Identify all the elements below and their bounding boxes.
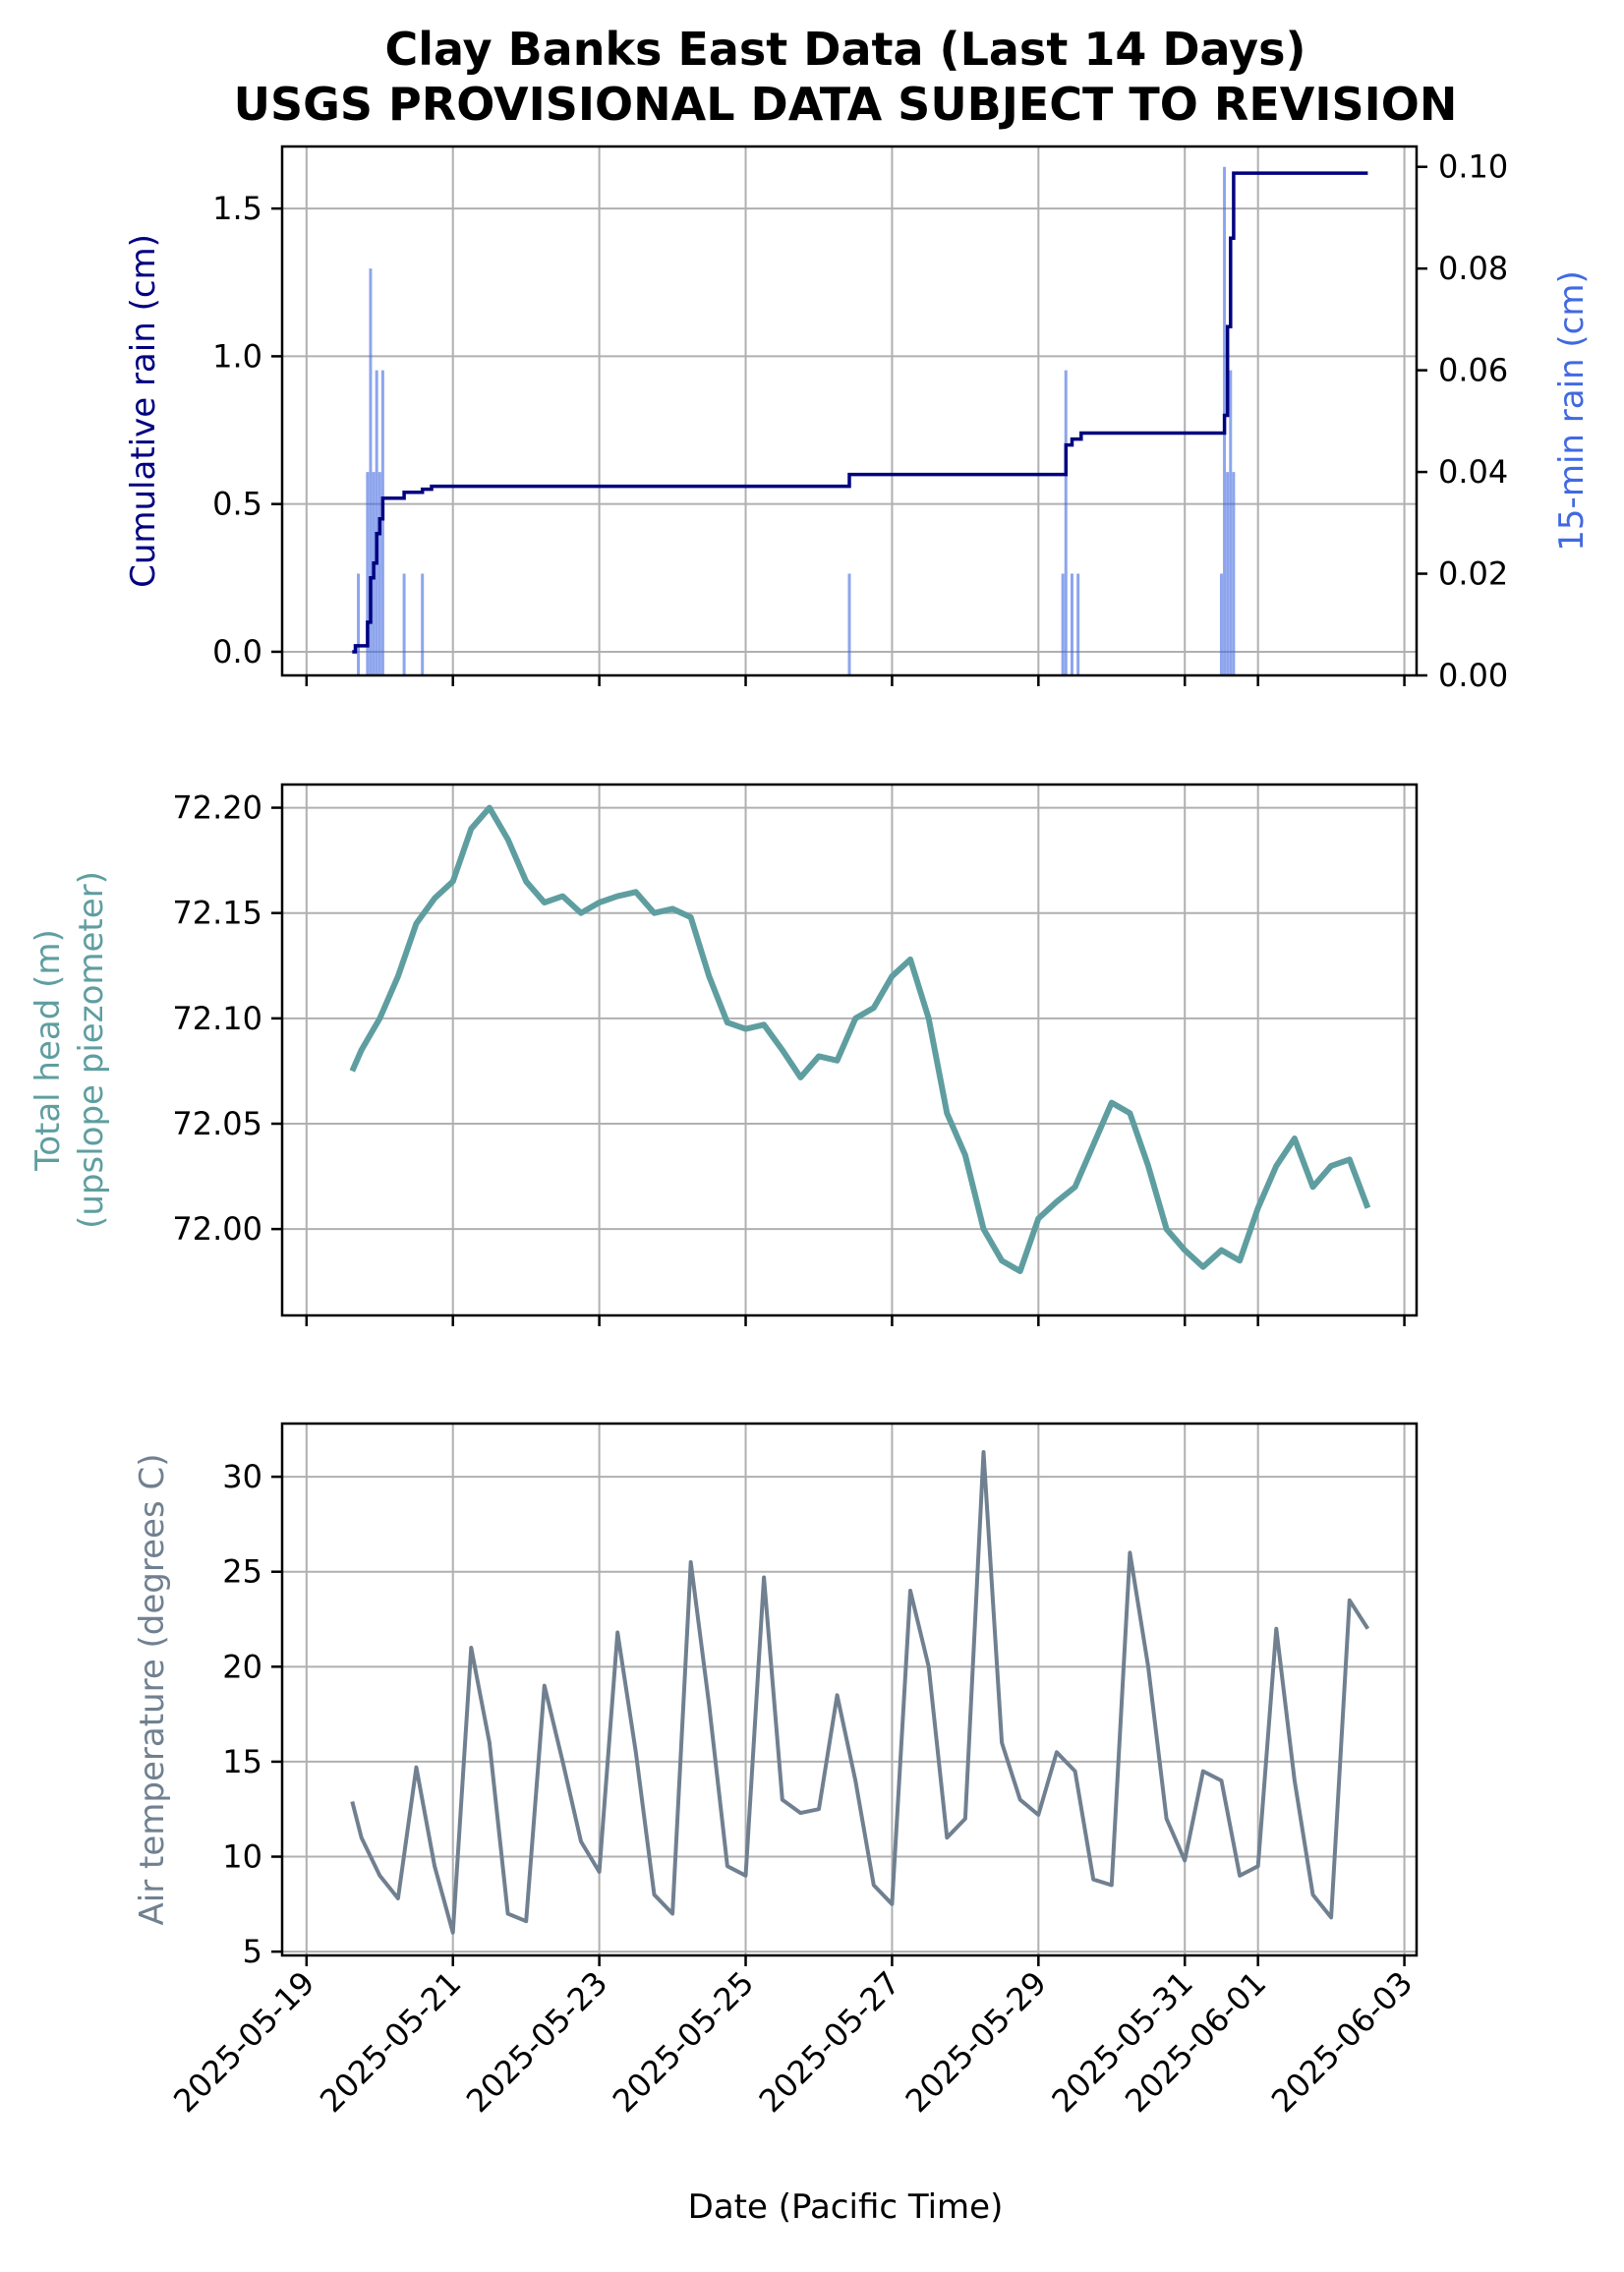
plot-frame [280, 1422, 1419, 1957]
y-axis-label-cumulative-rain: Cumulative rain (cm) [124, 234, 163, 588]
y-tick-label: 1.0 [212, 337, 262, 375]
y-tick-label: 5 [243, 1933, 262, 1970]
air-temperature-line [350, 1450, 1370, 1935]
y-axis-label-15min-rain: 15-min rain (cm) [1552, 270, 1592, 551]
y-tick-label: 25 [222, 1553, 262, 1591]
total-head-line [349, 804, 1371, 1274]
y-axis-label-piezometer: (upslope piezometer) [72, 871, 111, 1229]
y-axis-label-total-head: Total head (m) [29, 929, 68, 1172]
y-tick-label: 72.15 [172, 895, 262, 932]
y-tick-label: 72.00 [172, 1210, 262, 1248]
y-right-tick-label: 0.04 [1438, 453, 1508, 491]
y-right-tick-label: 0.06 [1438, 352, 1508, 389]
y-tick-label: 72.10 [172, 1000, 262, 1037]
y-right-tick-label: 0.08 [1438, 250, 1508, 287]
total-head-panel: 72.00 72.05 72.10 72.15 72.20 Total head (m)(… [29, 783, 1419, 1326]
y-tick-label: 1.5 [212, 190, 262, 227]
x-axis-label: Date (Pacific Time) [688, 2187, 1004, 2227]
y-right-tick-label: 0.00 [1438, 657, 1508, 694]
cumulative-rain-line [352, 171, 1368, 654]
y-tick-label: 30 [222, 1458, 262, 1495]
y-tick-label: 10 [222, 1838, 262, 1876]
y-axis-label-air-temperature: Air temperature (degrees C) [133, 1454, 172, 1926]
gridlines [282, 1424, 1417, 1955]
y-tick-label: 15 [222, 1743, 262, 1780]
y-right-tick-label: 0.10 [1438, 148, 1508, 186]
y-tick-label: 0.5 [212, 486, 262, 523]
chart-title-line2: USGS PROVISIONAL DATA SUBJECT TO REVISIO… [234, 78, 1458, 131]
y-tick-label: 20 [222, 1648, 262, 1685]
y-tick-label: 0.0 [212, 633, 262, 670]
plot-frame [280, 783, 1419, 1317]
rain-panel: 0.0 0.5 1.0 1.5 0.00 0.02 0.04 0.06 0.08 0.10 Cumu… [124, 145, 1592, 694]
y-tick-label: 72.20 [172, 789, 262, 827]
plot-frame [280, 145, 1419, 677]
chart-title-line1: Clay Banks East Data (Last 14 Days) [384, 23, 1305, 76]
y-right-tick-label: 0.02 [1438, 555, 1508, 593]
y-tick-label: 72.05 [172, 1105, 262, 1142]
air-temperature-panel: 5 10 15 20 25 30 Air temperature (degrees C) [133, 1422, 1419, 1970]
